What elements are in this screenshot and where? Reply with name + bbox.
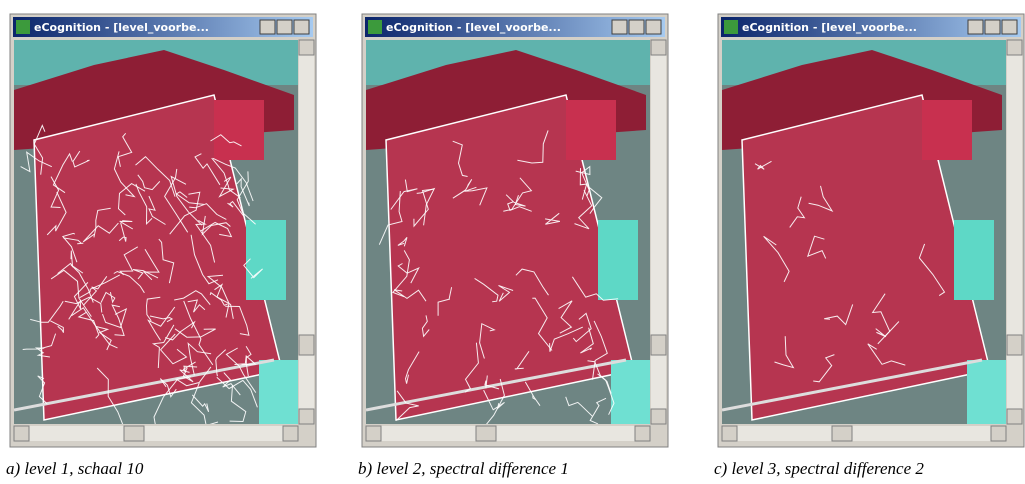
page: eCognition - [level_voorbe... a) level 1,…: [0, 0, 1025, 484]
v-thumb[interactable]: [299, 335, 314, 355]
window-title: eCognition - [level_voorbe...: [34, 21, 209, 34]
minimize-button[interactable]: [260, 20, 275, 34]
close-button[interactable]: [646, 20, 661, 34]
app-icon: [16, 20, 30, 34]
image-view: [722, 40, 1012, 430]
scroll-right[interactable]: [635, 426, 650, 441]
minimize-button[interactable]: [612, 20, 627, 34]
maximize-button[interactable]: [629, 20, 644, 34]
window: eCognition - [level_voorbe...: [718, 14, 1024, 447]
window: eCognition - [level_voorbe...: [10, 14, 316, 447]
figure: eCognition - [level_voorbe... a) level 1,…: [0, 0, 1025, 484]
cyan-patch: [259, 360, 304, 430]
app-icon: [724, 20, 738, 34]
close-button[interactable]: [294, 20, 309, 34]
window-title: eCognition - [level_voorbe...: [742, 21, 917, 34]
scroll-up[interactable]: [299, 40, 314, 55]
scroll-left[interactable]: [14, 426, 29, 441]
cyan-patch: [611, 360, 656, 430]
h-scrollbar[interactable]: [366, 426, 650, 441]
h-thumb[interactable]: [832, 426, 852, 441]
cyan-patch: [246, 220, 286, 300]
h-thumb[interactable]: [476, 426, 496, 441]
red-strip: [922, 100, 972, 160]
red-strip: [214, 100, 264, 160]
scroll-left[interactable]: [722, 426, 737, 441]
image-view: [14, 40, 304, 432]
cyan-patch: [954, 220, 994, 300]
v-scrollbar[interactable]: [299, 40, 314, 424]
red-strip: [566, 100, 616, 160]
scroll-down[interactable]: [651, 409, 666, 424]
h-thumb[interactable]: [124, 426, 144, 441]
minimize-button[interactable]: [968, 20, 983, 34]
scroll-left[interactable]: [366, 426, 381, 441]
close-button[interactable]: [1002, 20, 1017, 34]
v-scrollbar[interactable]: [1007, 40, 1022, 424]
v-scrollbar[interactable]: [651, 40, 666, 424]
v-thumb[interactable]: [1007, 335, 1022, 355]
scroll-down[interactable]: [299, 409, 314, 424]
window: eCognition - [level_voorbe...: [362, 14, 668, 447]
maximize-button[interactable]: [985, 20, 1000, 34]
scroll-up[interactable]: [651, 40, 666, 55]
scroll-right[interactable]: [991, 426, 1006, 441]
cyan-patch: [598, 220, 638, 300]
app-icon: [368, 20, 382, 34]
window-title: eCognition - [level_voorbe...: [386, 21, 561, 34]
image-view: [366, 40, 656, 430]
scroll-down[interactable]: [1007, 409, 1022, 424]
cyan-patch: [967, 360, 1012, 430]
caption: a) level 1, schaal 10: [6, 459, 144, 478]
v-thumb[interactable]: [651, 335, 666, 355]
maximize-button[interactable]: [277, 20, 292, 34]
h-scrollbar[interactable]: [722, 426, 1006, 441]
h-scrollbar[interactable]: [14, 426, 298, 441]
caption: c) level 3, spectral difference 2: [714, 459, 924, 478]
scroll-up[interactable]: [1007, 40, 1022, 55]
scroll-right[interactable]: [283, 426, 298, 441]
caption: b) level 2, spectral difference 1: [358, 459, 569, 478]
